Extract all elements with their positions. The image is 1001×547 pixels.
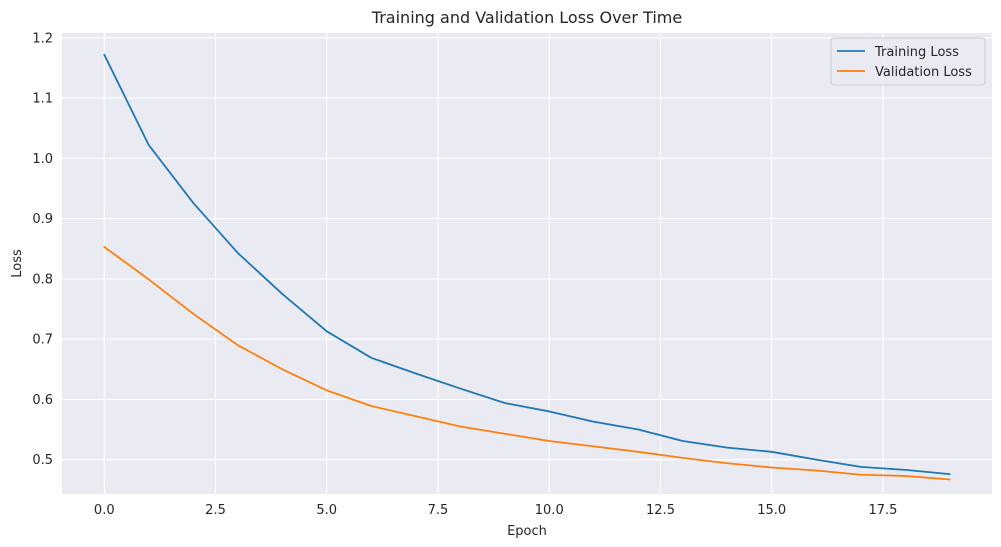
x-tick-label: 12.5 (646, 503, 675, 518)
legend-label: Training Loss (874, 45, 959, 60)
y-tick-label: 0.6 (32, 393, 53, 408)
y-axis-label: Loss (10, 249, 25, 278)
y-tick-label: 1.2 (32, 31, 53, 46)
x-tick-label: 17.5 (869, 503, 898, 518)
x-tick-label: 15.0 (757, 503, 786, 518)
y-tick-label: 1.0 (32, 152, 53, 167)
y-tick-label: 0.9 (32, 212, 53, 227)
series-line-validation-loss (103, 246, 951, 481)
legend-box (830, 37, 986, 86)
y-tick-label: 0.7 (32, 333, 53, 348)
legend-label: Validation Loss (875, 65, 972, 80)
y-tick-label: 0.5 (32, 453, 53, 468)
series-line-training-loss (103, 53, 951, 476)
y-tick-label: 1.1 (32, 92, 53, 107)
grid-lines (62, 33, 992, 494)
plot-area (62, 33, 992, 494)
x-axis-label: Epoch (507, 524, 547, 539)
x-tick-label: 7.5 (428, 503, 449, 518)
x-tick-label: 0.0 (94, 503, 115, 518)
x-tick-label: 2.5 (205, 503, 226, 518)
x-tick-label: 10.0 (535, 503, 564, 518)
legend: Training Loss Validation Loss (830, 37, 986, 86)
chart-title: Training and Validation Loss Over Time (371, 8, 682, 27)
y-tick-label: 0.8 (32, 272, 53, 287)
x-tick-label: 5.0 (316, 503, 337, 518)
